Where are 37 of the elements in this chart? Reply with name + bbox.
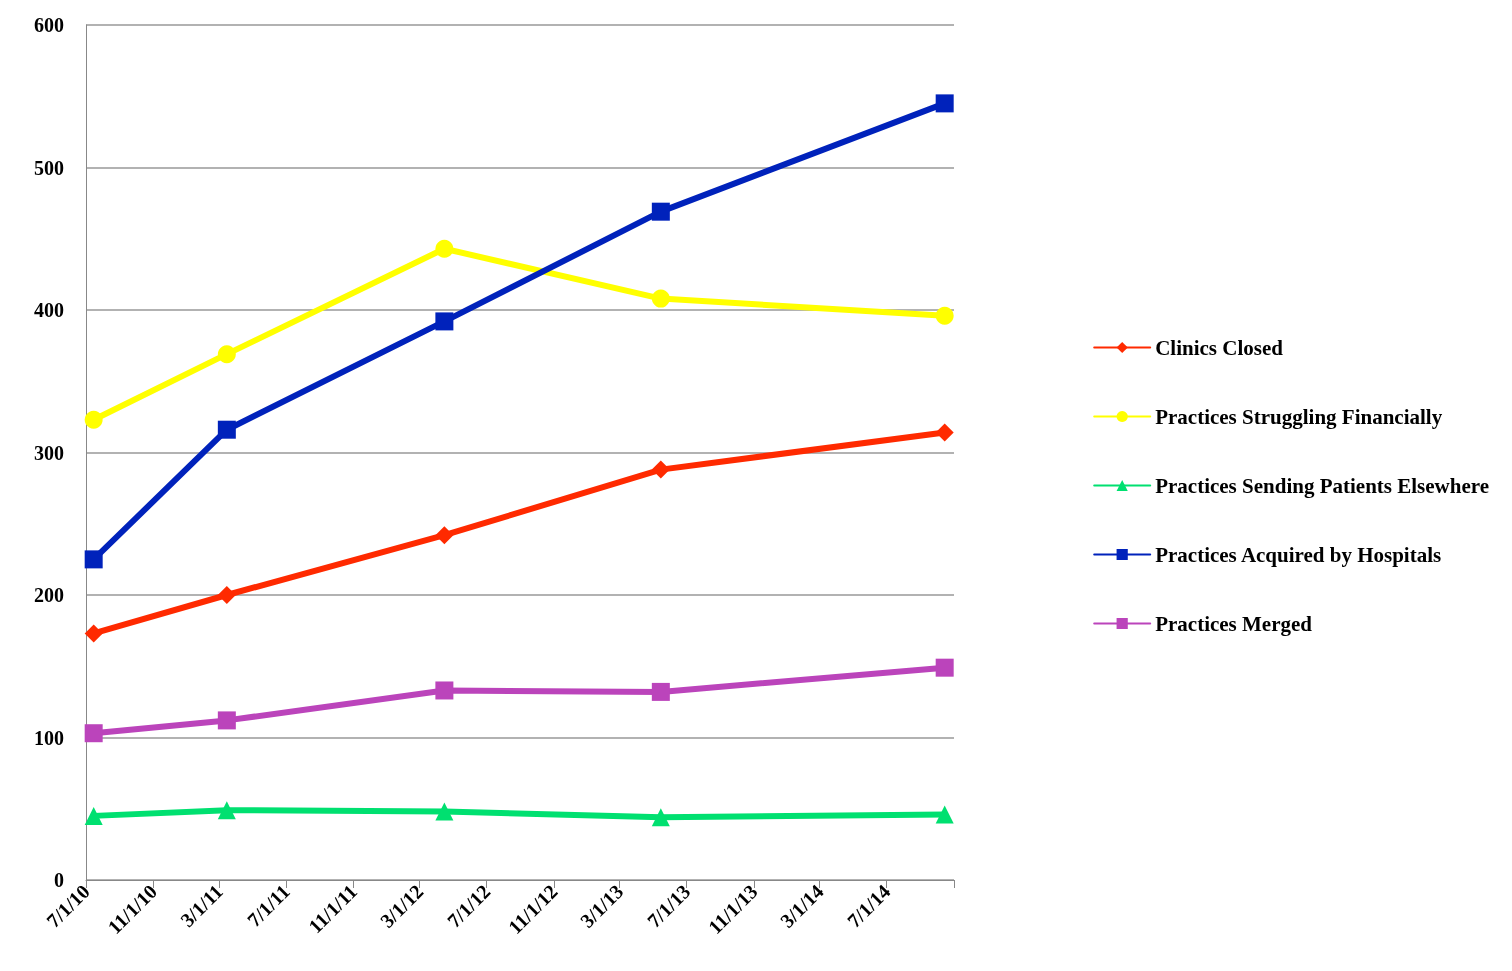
point	[651, 202, 670, 221]
legend-label: Clinics Closed	[1155, 335, 1284, 360]
point	[435, 681, 454, 700]
y-tick-label: 200	[34, 584, 64, 606]
point	[84, 806, 103, 825]
point	[84, 410, 103, 429]
point	[651, 460, 670, 479]
y-tick-label: 500	[34, 156, 64, 179]
point	[84, 624, 103, 643]
point	[435, 526, 454, 545]
point	[435, 312, 454, 331]
point	[935, 94, 954, 113]
y-tick-label: 600	[34, 14, 64, 36]
point	[217, 345, 236, 364]
point	[935, 423, 954, 442]
point	[935, 658, 954, 677]
point	[217, 586, 236, 604]
point	[651, 808, 670, 827]
y-tick-label: 400	[34, 299, 64, 321]
legend-label: Practices Sending Patients Elsewhere	[1155, 473, 1490, 498]
legend-label: Practices Struggling Financially	[1155, 404, 1443, 429]
point	[217, 711, 236, 730]
point	[217, 420, 236, 439]
point	[435, 802, 454, 821]
y-tick-label: 0	[54, 869, 64, 891]
point	[935, 805, 954, 824]
legend-label: Practices Merged	[1155, 611, 1313, 636]
point	[84, 550, 103, 569]
point	[84, 724, 103, 743]
point	[435, 239, 454, 258]
legend-label: Practices Acquired by Hospitals	[1155, 542, 1442, 567]
point	[217, 801, 236, 820]
y-tick-label: 300	[34, 441, 64, 464]
y-tick-label: 100	[34, 726, 64, 749]
point	[935, 306, 954, 325]
point	[651, 682, 670, 701]
point	[651, 289, 670, 308]
